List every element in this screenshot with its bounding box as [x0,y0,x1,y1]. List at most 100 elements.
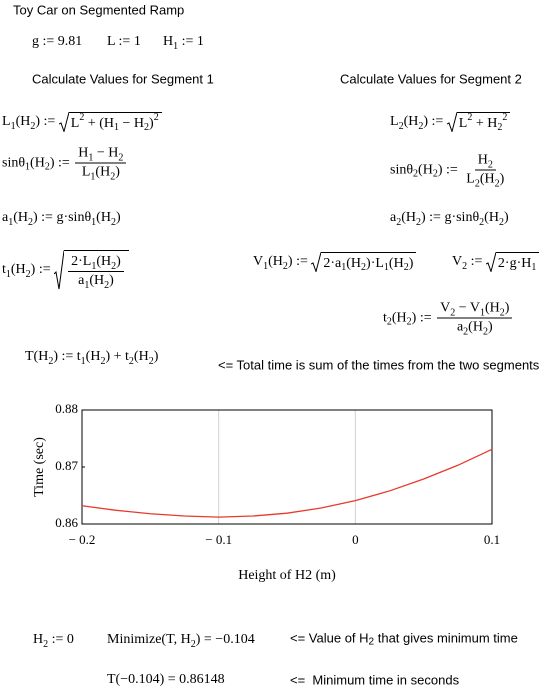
subscript: 2 [418,120,424,132]
subscript: 2 [498,216,504,228]
radicand: 2·L 1 (H 2) a 1 (H 2) [64,250,129,291]
subscript: 2 [282,260,288,272]
note: <= Minimum time in seconds [290,673,459,688]
math-text: L := 1 [107,34,141,49]
math-text: ) := [423,114,447,129]
math-text: 2·g·H [497,255,532,271]
denominator: a 1 (H 2) [75,272,117,291]
math-text: (H [346,255,362,271]
subscript: 2 [463,326,469,337]
math-text: (H [468,319,483,335]
subscript: 1 [480,307,486,318]
math-text: (H [133,349,149,364]
subscript: 1 [341,262,347,273]
subscript: 1 [25,161,31,173]
subscript: 2 [28,216,33,228]
math-text: (H [96,210,111,225]
math-text: (H [484,210,499,225]
math-text: a [78,273,85,288]
math-text: V [452,254,463,269]
math-text: T(−0.104) = 0.86148 [107,672,225,687]
math-text: L [466,171,475,187]
subscript: 2 [110,171,116,182]
math-text: := [467,254,486,269]
subscript: 1 [10,120,16,132]
subscript: 1 [173,40,179,52]
subscript: 1 [80,355,86,367]
fraction: 2·L 1 (H 2) a 1 (H 2) [68,253,124,291]
math-text: (H [388,255,404,271]
math-text: := 1 [178,34,204,49]
math-text: ) := [35,114,59,129]
radical-sign [486,252,496,272]
math-text: + H [472,115,498,131]
math-text: (H [96,254,112,269]
math-text: (H [15,114,31,129]
formula: a 2 (H 2) := g·sinθ 2 (H 2) [390,210,509,228]
x-axis-label: Height of H2 (m) [238,568,336,583]
math-text: )·L [366,255,384,271]
subscript: 2 [499,307,505,318]
math-text: H [163,34,174,49]
subscript: 2 [398,120,404,132]
math-text: ) := t [53,349,81,364]
formula: t 1 (H 2) := 2·L 1 (H 2) a 1 (H 2) [2,250,129,291]
subscript: 2 [118,152,124,163]
subscript: 2 [416,216,421,228]
math-text: ) [499,171,505,187]
formula: T(H 2) := t 1 (H 2) + t 2 (H 2) [25,349,158,367]
math-text: sinθ [2,155,26,170]
math-text: V [253,254,264,269]
x-tick-label: 0 [352,532,359,547]
subscript: 2 [48,355,54,367]
math-text: ) := [49,155,74,170]
subscript: 2 [111,260,117,272]
math-text: ) := g·sinθ [421,210,480,225]
subscript: 1 [91,260,97,272]
math-text: (H [30,155,45,170]
subscript: 2 [368,636,375,648]
math-text: ) := [287,254,312,269]
subscript: 2 [44,161,50,173]
subscript: 2 [462,260,468,272]
math-text: <= Minimum time in seconds [290,672,460,688]
subscript: 2 [110,216,116,228]
math-text: ) [115,164,120,180]
y-tick-label: 0.88 [55,401,78,416]
subscript: 2 [386,316,392,328]
math-text: ) + t [105,349,129,364]
math-text: V [440,300,451,316]
denominator: L 2 (H 2) [463,171,507,190]
subscript: 1 [84,279,90,291]
math-text: (H [418,162,433,177]
math-text: H [477,152,488,168]
subscript: 1 [88,152,94,163]
math-text: L [390,114,399,129]
math-text: ) [109,273,114,288]
radical-sign [447,112,457,132]
math-text: ) [503,210,509,225]
math-text: (H [479,171,495,187]
y-tick-label: 0.87 [55,458,78,473]
formula: sinθ 2 (H 2) := H 2 L 2 (H 2) [390,152,509,190]
math-text: − H [119,115,145,131]
subscript: 2 [450,307,456,318]
math-text: T(H [25,349,49,364]
formula: V 1 (H 2) := 2·a 1 (H 2)·L 1 (H 2) [253,252,417,273]
subscript: 2 [487,159,493,170]
superscript: 2 [467,112,473,123]
subscript: 1 [90,171,96,182]
math-text: (H [403,114,419,129]
data-line [81,448,493,518]
math-text: ) := [30,262,55,277]
